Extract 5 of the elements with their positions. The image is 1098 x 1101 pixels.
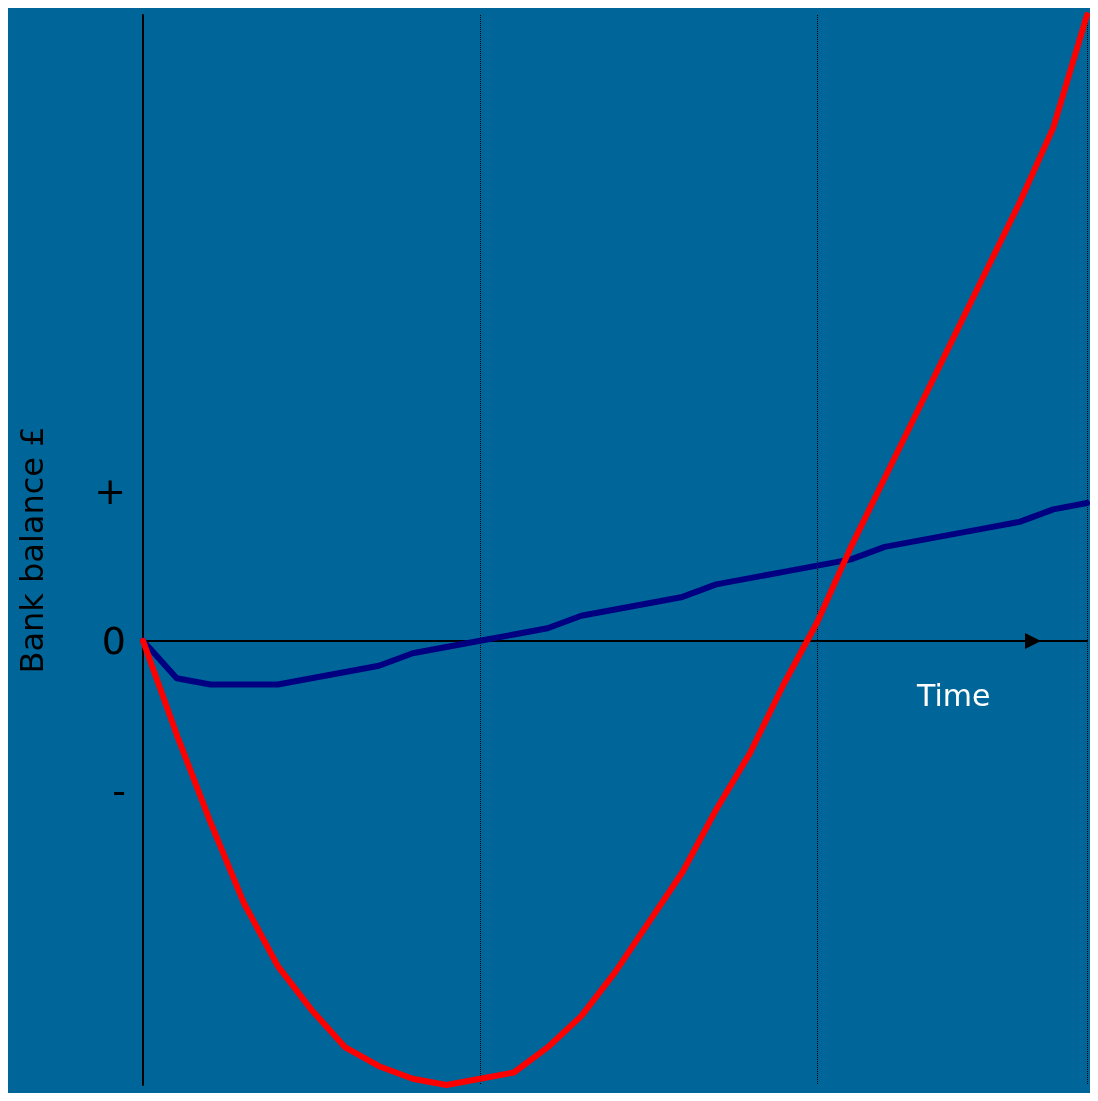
text: 0 (101, 618, 126, 663)
text: - (112, 768, 126, 813)
text: + (94, 468, 126, 513)
y-axis-title: Bank balance £ (13, 426, 51, 674)
x-axis-title: Time (916, 678, 991, 714)
